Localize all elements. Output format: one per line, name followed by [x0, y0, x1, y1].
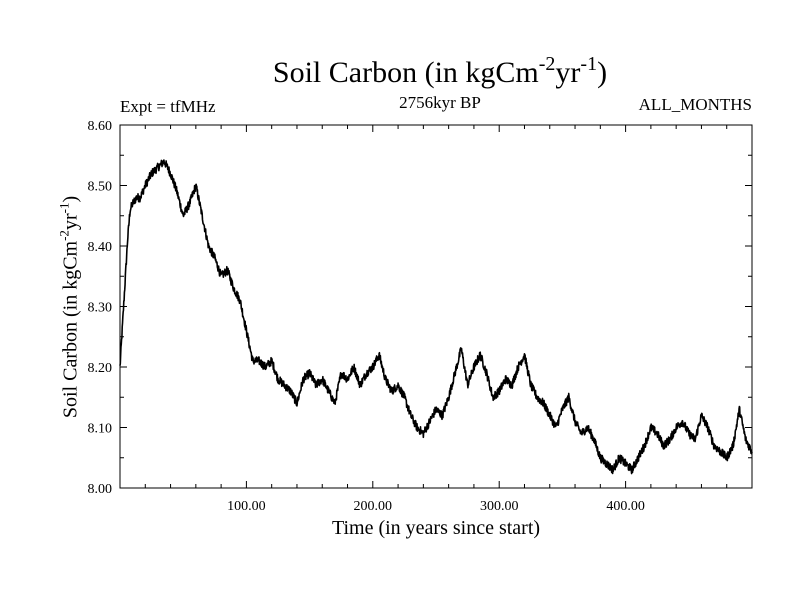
- x-tick-label: 300.00: [480, 499, 519, 514]
- y-axis-title-superscript-1: -2: [56, 230, 72, 241]
- experiment-label: Expt = tfMHz: [120, 97, 216, 116]
- y-tick-label: 8.00: [88, 482, 113, 497]
- y-tick-label: 8.50: [88, 180, 113, 195]
- axis-ticks: 8.00 8.10 8.20 8.30 8.40 8.50 8.60 100.00 200.00…: [88, 119, 752, 514]
- chart-title-text: Soil Carbon (in kgCm: [272, 56, 539, 89]
- y-axis-title: Soil Carbon (in kgCm-2yr-1): [56, 195, 83, 419]
- months-label: ALL_MONTHS: [638, 95, 752, 114]
- chart-title-unit: yr: [555, 56, 581, 89]
- series-layer: [119, 159, 753, 475]
- series-line: [119, 159, 753, 475]
- chart-subtitle: 2756kyr BP: [399, 93, 481, 112]
- y-tick-label: 8.20: [88, 361, 113, 376]
- chart-title: Soil Carbon (in kgCm-2yr-1): [0, 53, 800, 90]
- y-axis-title-unit: yr: [59, 213, 82, 231]
- y-tick-label: 8.30: [88, 301, 113, 316]
- y-axis-title-text: Soil Carbon (in kgCm: [59, 240, 82, 419]
- chart-title-close: ): [597, 56, 608, 89]
- x-tick-label: 200.00: [354, 499, 393, 514]
- chart-title-superscript-2: -1: [580, 53, 598, 75]
- x-tick-label: 100.00: [227, 499, 266, 514]
- y-axis-title-close: ): [59, 195, 82, 203]
- y-tick-label: 8.60: [88, 119, 113, 134]
- y-tick-label: 8.40: [88, 240, 113, 255]
- y-tick-label: 8.10: [88, 422, 113, 437]
- y-axis-title-superscript-2: -1: [56, 202, 72, 214]
- x-axis-title: Time (in years since start): [331, 517, 541, 539]
- chart-title-superscript-1: -2: [538, 53, 556, 75]
- x-tick-label: 400.00: [606, 499, 645, 514]
